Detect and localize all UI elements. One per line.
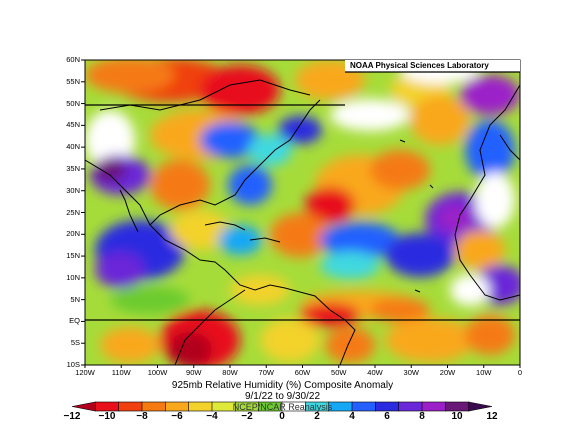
- lat-label: 35N: [66, 163, 80, 173]
- colorbar-tick-label: −12: [63, 411, 81, 422]
- anomaly-field: [85, 60, 520, 365]
- lat-label: 30N: [66, 185, 80, 195]
- credit-box: [345, 60, 520, 72]
- figure-title: 925mb Relative Humidity (%) Composite An…: [171, 380, 394, 391]
- lon-label: 90W: [186, 368, 202, 377]
- watermark-text: NCEP/NCAR Reanalysis: [232, 402, 333, 412]
- coastlines: [85, 79, 520, 365]
- colorbar-tick-label: −2: [241, 411, 253, 422]
- lat-label: 15N: [66, 251, 80, 261]
- lat-label: 10N: [66, 272, 80, 282]
- lon-label: 60W: [294, 368, 311, 377]
- lat-label: 55N: [66, 76, 80, 86]
- colorbar-tick-label: −8: [136, 411, 148, 422]
- colorbar-tick-label: 4: [349, 411, 355, 422]
- credit-text: NOAA Physical Sciences Laboratory: [350, 61, 489, 70]
- lat-label: EQ: [69, 316, 80, 326]
- colorbar-segment: [468, 401, 493, 412]
- lon-label: 70W: [258, 368, 274, 377]
- lon-label: 20W: [439, 368, 456, 377]
- colorbar-tick-label: 0: [279, 411, 285, 422]
- lon-label: 120W: [75, 368, 95, 377]
- lat-label: 40N: [66, 142, 80, 152]
- lon-label: 80W: [222, 368, 238, 377]
- lon-label: 110W: [111, 368, 131, 377]
- axis-ticks: [81, 59, 521, 368]
- colorbar-tick-label: −10: [98, 411, 116, 422]
- lat-label: 60N: [66, 55, 80, 64]
- lat-label: 25N: [66, 207, 80, 217]
- lon-label: 50W: [331, 368, 347, 377]
- lat-label: 20N: [66, 229, 80, 239]
- colorbar: [71, 401, 493, 412]
- colorbar-tick-label: 12: [486, 411, 498, 422]
- date-range: 9/1/22 to 9/30/22: [244, 391, 321, 402]
- colorbar-tick-label: 10: [451, 411, 463, 422]
- colorbar-tick-label: −4: [206, 411, 218, 422]
- colorbar-tick-label: −6: [171, 411, 183, 422]
- lon-label: 40W: [367, 368, 383, 377]
- lon-label: 0: [517, 368, 523, 377]
- lat-label: 10S: [66, 360, 80, 369]
- lat-label: 5S: [70, 338, 80, 348]
- lat-label: 45N: [66, 120, 80, 130]
- lat-label: 5N: [70, 294, 80, 304]
- lon-label: 10W: [476, 368, 492, 377]
- lat-label: 50N: [66, 98, 80, 108]
- colorbar-tick-label: 2: [314, 411, 320, 422]
- colorbar-tick-label: 6: [384, 411, 390, 422]
- lon-label: 30W: [403, 368, 419, 377]
- colorbar-tick-label: 8: [419, 411, 425, 422]
- lon-label: 100W: [147, 368, 168, 377]
